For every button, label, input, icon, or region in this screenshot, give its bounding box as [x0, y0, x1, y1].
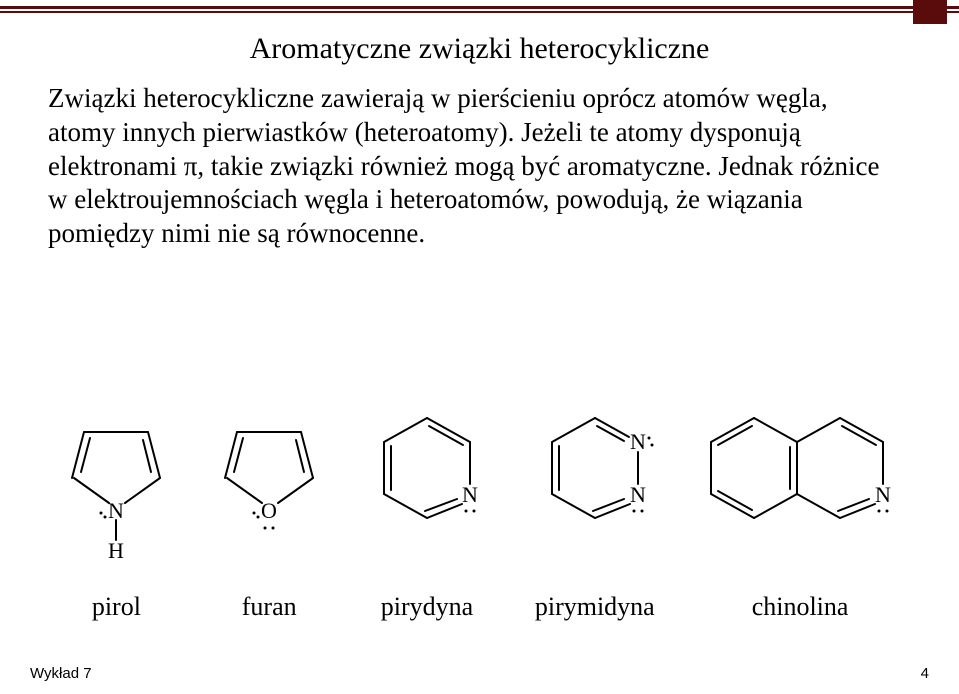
atom-label-n: N — [462, 482, 478, 507]
header-corner-box — [913, 0, 947, 24]
caption-chinolina: chinolina — [752, 592, 849, 622]
caption-pirymidyna: pirymidyna — [535, 592, 655, 622]
molecule-chinolina: N chinolina — [698, 400, 903, 622]
page-title: Aromatyczne związki heterocykliczne — [0, 32, 959, 66]
atom-label-n2: N — [630, 482, 646, 507]
header-rule-1 — [0, 6, 959, 9]
caption-furan: furan — [242, 592, 297, 622]
molecule-pirymidyna: N N pirymidyna — [525, 400, 665, 622]
molecule-row: N H pirol O furan — [0, 400, 959, 622]
footer-page-number: 4 — [921, 665, 929, 682]
pirydyna-icon: N — [362, 400, 492, 570]
atom-label-n1: N — [630, 429, 646, 454]
atom-label-h: H — [108, 538, 124, 563]
pirymidyna-icon: N N — [525, 400, 665, 570]
chinolina-icon: N — [698, 400, 903, 570]
atom-label-n: N — [108, 498, 124, 523]
header-rule-2 — [0, 11, 959, 13]
furan-icon: O — [209, 400, 329, 570]
molecule-furan: O furan — [209, 400, 329, 622]
caption-pirol: pirol — [92, 592, 141, 622]
molecule-pirol: N H pirol — [56, 400, 176, 622]
pirol-icon: N H — [56, 400, 176, 570]
body-paragraph: Związki heterocykliczne zawierają w pier… — [48, 82, 899, 251]
footer-lecture-label: Wykład 7 — [30, 665, 92, 682]
atom-label-o: O — [261, 498, 277, 523]
caption-pirydyna: pirydyna — [381, 592, 473, 622]
atom-label-n: N — [875, 482, 891, 507]
molecule-pirydyna: N pirydyna — [362, 400, 492, 622]
